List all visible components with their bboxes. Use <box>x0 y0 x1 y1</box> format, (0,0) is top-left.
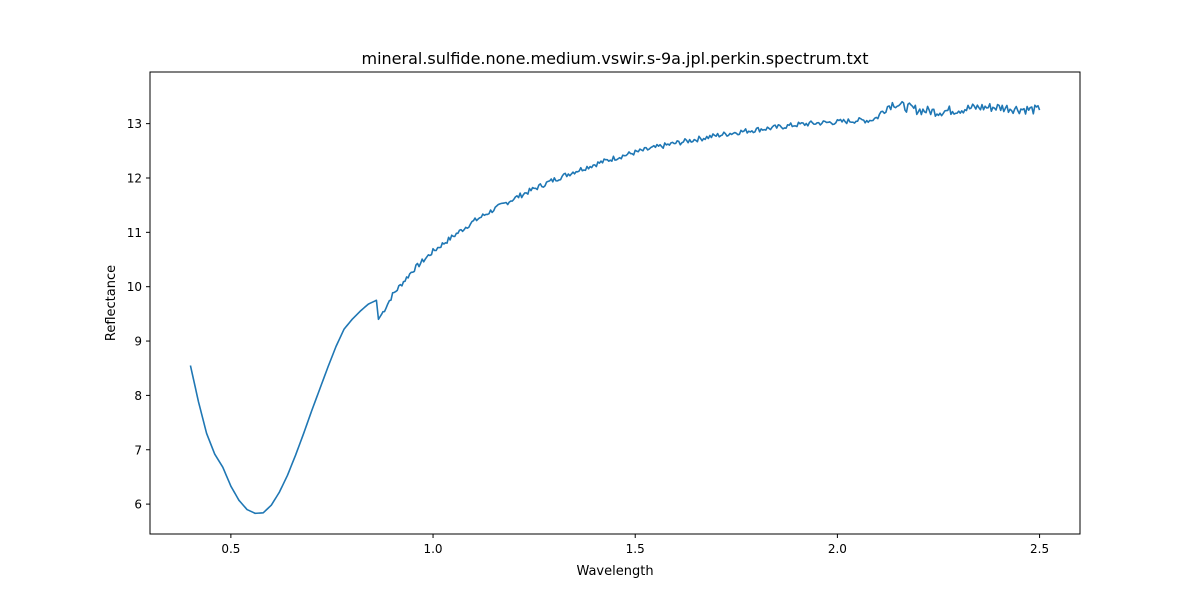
y-tick-label: 6 <box>134 498 142 512</box>
x-axis-label: Wavelength <box>576 564 653 579</box>
y-tick-label: 7 <box>134 443 142 457</box>
plot-area <box>150 72 1080 534</box>
chart-title: mineral.sulfide.none.medium.vswir.s-9a.j… <box>361 49 868 68</box>
y-tick-label: 11 <box>127 226 142 240</box>
data-series <box>189 100 1041 515</box>
y-tick-label: 8 <box>134 389 142 403</box>
x-tick-label: 0.5 <box>221 542 240 556</box>
y-axis-label: Reflectance <box>104 265 119 341</box>
y-tick-label: 10 <box>127 280 142 294</box>
x-tick-label: 1.0 <box>423 542 442 556</box>
x-tick-label: 1.5 <box>626 542 645 556</box>
axis-ticks: 0.5 1.0 1.5 2.0 2.5 6 7 8 9 10 11 12 13 <box>127 117 1049 556</box>
x-tick-label: 2.0 <box>828 542 847 556</box>
y-tick-label: 9 <box>134 335 142 349</box>
x-tick-label: 2.5 <box>1030 542 1049 556</box>
y-tick-label: 12 <box>127 171 142 185</box>
plot-frame <box>149 71 1081 535</box>
y-tick-label: 13 <box>127 117 142 131</box>
spectrum-line <box>189 100 1041 515</box>
